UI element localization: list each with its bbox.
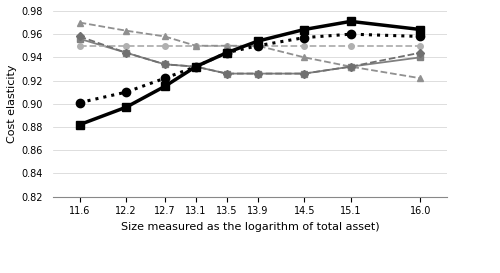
Y-axis label: Cost elasticity: Cost elasticity: [7, 64, 17, 143]
X-axis label: Size measured as the logarithm of total asset): Size measured as the logarithm of total …: [120, 222, 380, 232]
